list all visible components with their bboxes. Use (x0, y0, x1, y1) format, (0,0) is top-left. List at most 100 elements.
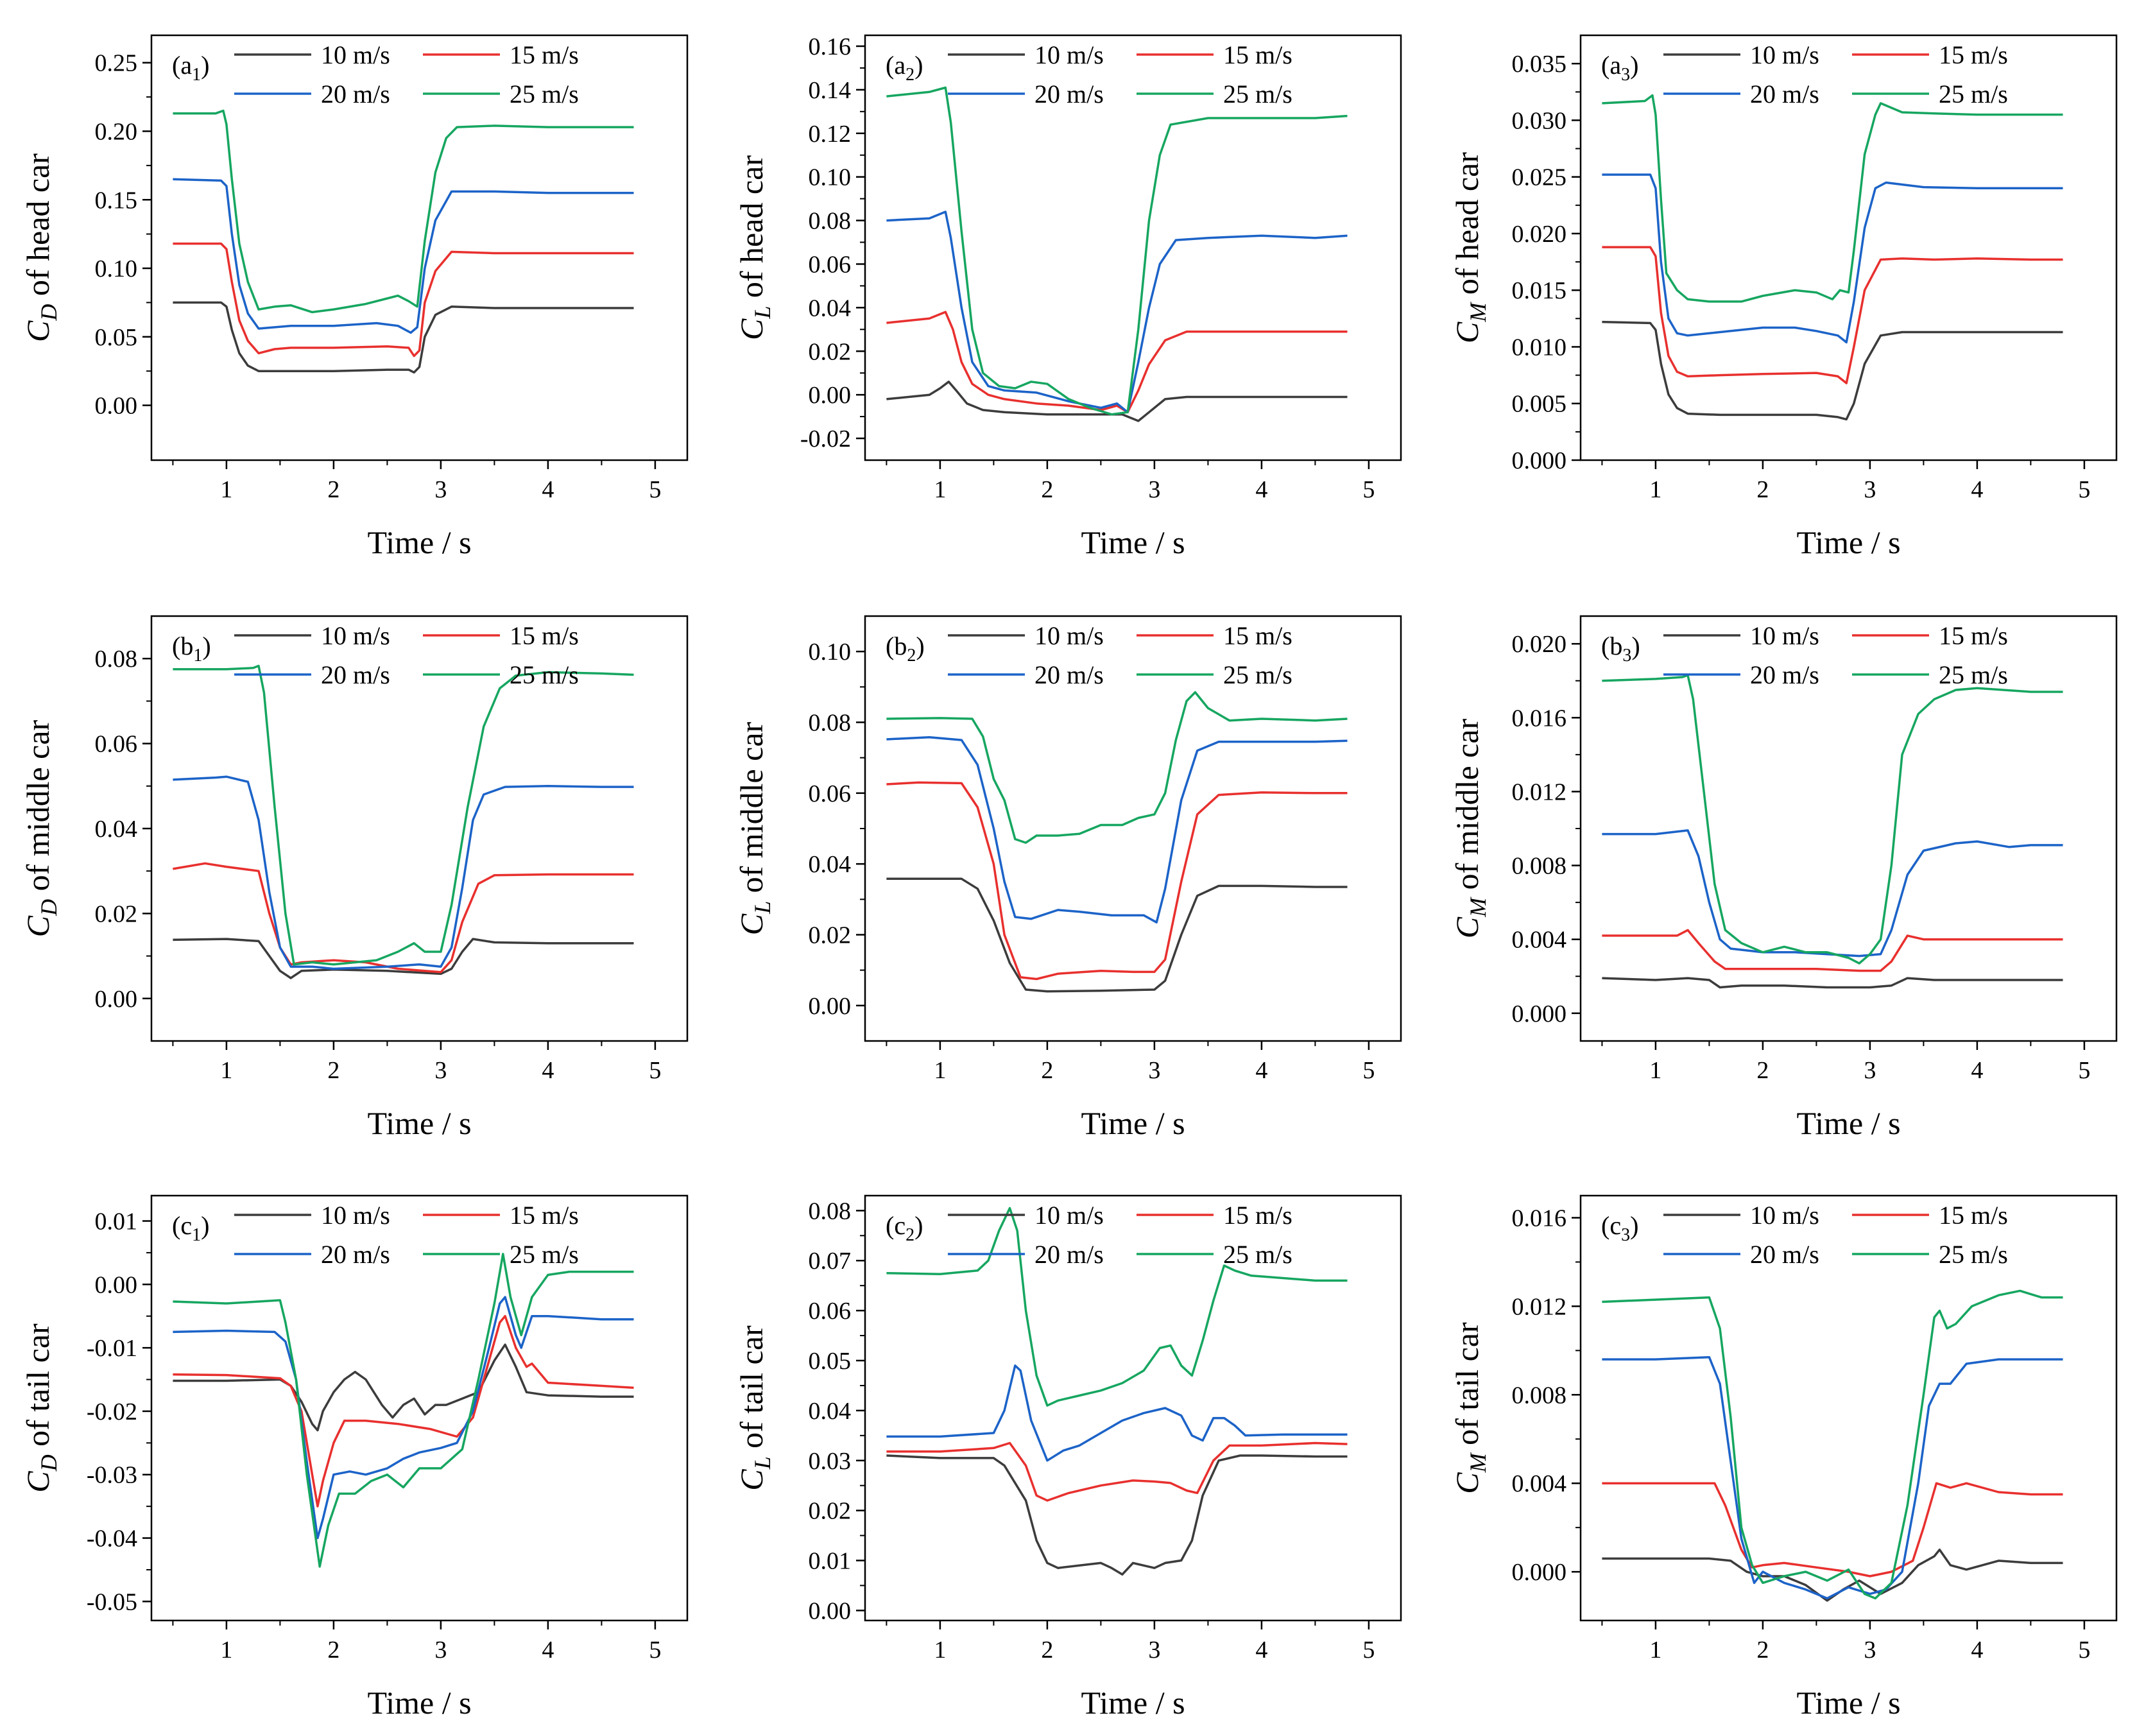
x-tick-label: 2 (1041, 1637, 1053, 1663)
y-tick-label: 0.16 (809, 33, 852, 60)
y-tick-label: 0.04 (95, 816, 138, 843)
y-tick-label: 0.06 (809, 251, 852, 278)
legend-label: 20 m/s (321, 1240, 390, 1269)
panel-label-letter: (b (172, 632, 193, 660)
y-tick-label: 0.06 (95, 731, 138, 758)
legend-label: 15 m/s (1223, 40, 1292, 69)
series-line-20ms (886, 735, 1348, 924)
series-line-20ms (1602, 173, 2063, 344)
x-tick-label: 5 (2078, 1637, 2090, 1663)
x-axis-title: Time / s (367, 524, 471, 560)
y-axis-title-rest: of head car (734, 155, 769, 306)
x-axis-title: Time / s (1796, 524, 1900, 560)
x-tick-label: 1 (934, 476, 946, 503)
y-tick-label: 0.016 (1512, 705, 1567, 732)
y-tick-label: 0.030 (1512, 107, 1567, 134)
x-tick-label: 2 (1756, 476, 1769, 503)
x-tick-label: 5 (649, 476, 661, 503)
y-axis-title-symbol: C (734, 913, 769, 935)
legend-label: 25 m/s (510, 660, 579, 689)
y-axis-title-symbol: C (1449, 916, 1485, 938)
y-axis-title: CM of middle car (1449, 718, 1491, 938)
x-tick-label: 3 (1148, 1637, 1160, 1663)
x-tick-label: 2 (1041, 476, 1053, 503)
legend-label: 10 m/s (321, 621, 390, 650)
y-tick-label: -0.02 (800, 425, 851, 452)
y-tick-label: 0.02 (809, 1498, 852, 1525)
x-tick-label: 3 (434, 1637, 447, 1663)
y-tick-label: 0.02 (95, 900, 138, 927)
y-tick-label: 0.004 (1512, 1470, 1567, 1497)
legend-label: 10 m/s (1034, 40, 1104, 69)
y-tick-label: 0.10 (809, 164, 852, 191)
y-axis-title-rest: of head car (1449, 152, 1485, 303)
series-line-15ms (886, 781, 1348, 981)
series-group (173, 1253, 634, 1568)
x-tick-label: 1 (220, 1057, 232, 1084)
legend-label: 10 m/s (1034, 621, 1104, 650)
series-line-10ms (173, 938, 634, 979)
y-axis-title: CL of head car (734, 155, 775, 340)
plot-frame (150, 34, 689, 461)
legend-label: 25 m/s (1939, 80, 2008, 108)
y-tick-label: 0.008 (1512, 853, 1567, 880)
series-group (1602, 1289, 2063, 1602)
x-tick-label: 5 (649, 1057, 661, 1084)
x-tick-label: 3 (1148, 476, 1160, 503)
series-line-25ms (173, 664, 634, 966)
x-tick-label: 4 (542, 1057, 554, 1084)
series-line-10ms (1602, 320, 2063, 421)
y-axis-title-subscript: D (36, 899, 62, 916)
y-tick-label: 0.04 (809, 295, 852, 322)
panel-label: (b3) (1601, 632, 1640, 666)
y-tick-label: 0.02 (809, 922, 852, 949)
x-tick-label: 3 (434, 1057, 447, 1084)
panel-label-letter: (a (886, 51, 905, 80)
legend-label: 15 m/s (510, 40, 579, 69)
panel-label: (a1) (172, 51, 209, 85)
panel-label-letter: (c (1601, 1211, 1621, 1240)
y-tick-label: 0.025 (1512, 164, 1567, 191)
legend-label: 10 m/s (1750, 1201, 1819, 1230)
legend: 10 m/s 15 m/s 20 m/s 25 m/s (1663, 621, 2008, 689)
series-group (173, 109, 634, 374)
legend-label: 25 m/s (1939, 660, 2008, 689)
panel-label: (c3) (1601, 1211, 1638, 1245)
series-line-25ms (1602, 674, 2063, 965)
legend-label: 10 m/s (1034, 1201, 1104, 1230)
x-tick-label: 3 (1864, 476, 1876, 503)
series-line-10ms (1602, 1548, 2063, 1602)
panel-label-letter: (a (1601, 51, 1621, 80)
y-tick-label: 0.035 (1512, 51, 1567, 78)
x-tick-label: 5 (649, 1637, 661, 1663)
y-tick-label: 0.10 (809, 639, 852, 666)
plot-frame (864, 1194, 1402, 1622)
legend-label: 10 m/s (321, 40, 390, 69)
x-axis-title: Time / s (367, 1105, 471, 1141)
legend: 10 m/s 15 m/s 20 m/s 25 m/s (948, 621, 1292, 689)
y-tick-label: 0.01 (809, 1548, 852, 1575)
y-axis-title: CD of head car (20, 153, 62, 342)
legend-label: 20 m/s (1034, 660, 1104, 689)
chart-panel-a1: 1 2 3 4 5 0.00 0.05 0.10 0.15 0.20 0.25 Time / s CD … (20, 34, 689, 560)
y-tick-label: 0.010 (1512, 334, 1567, 361)
series-group (1602, 94, 2063, 421)
series-group (1602, 674, 2063, 989)
x-tick-label: 1 (220, 476, 232, 503)
series-line-25ms (173, 109, 634, 314)
y-tick-label: 0.008 (1512, 1382, 1567, 1409)
chart-panel-b1: 1 2 3 4 5 0.00 0.02 0.04 0.06 0.08 Time / s CD of m… (20, 615, 689, 1141)
series-line-20ms (173, 178, 634, 334)
y-axis-title-rest: of tail car (1449, 1322, 1485, 1453)
x-tick-label: 1 (934, 1637, 946, 1663)
legend-label: 10 m/s (321, 1201, 390, 1230)
y-tick-label: -0.04 (87, 1525, 137, 1552)
y-axis-title-rest: of tail car (734, 1325, 769, 1456)
plot-frame (1579, 34, 2118, 461)
series-line-25ms (886, 1207, 1348, 1407)
y-axis-title-rest: of middle car (1449, 718, 1485, 897)
series-line-15ms (1602, 1482, 2063, 1577)
x-tick-label: 3 (434, 476, 447, 503)
panel-label-close: ) (201, 51, 209, 80)
legend-label: 25 m/s (1223, 80, 1292, 108)
